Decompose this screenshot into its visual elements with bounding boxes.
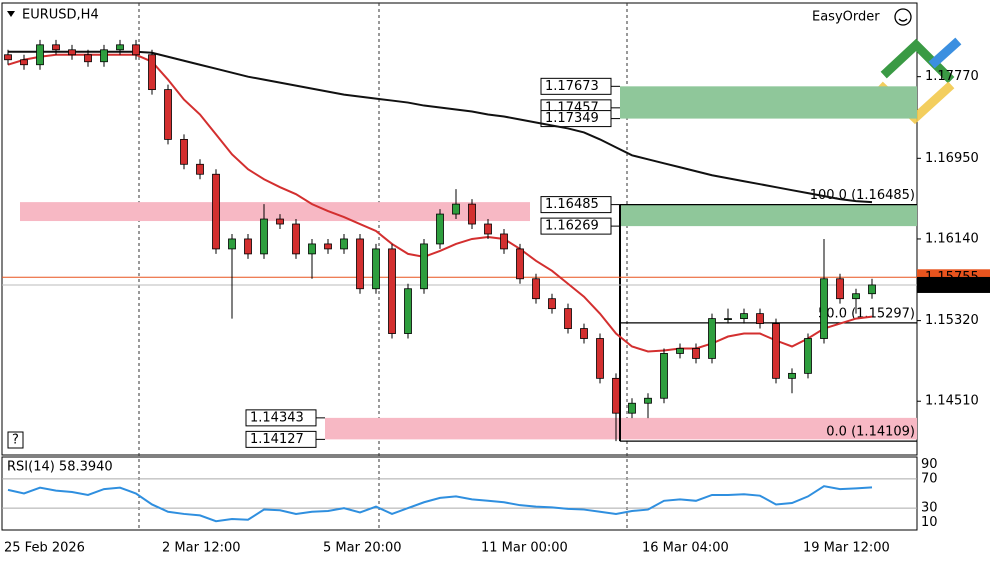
candle-body [804, 338, 812, 374]
candle-body [4, 54, 12, 61]
zone [20, 202, 530, 222]
candle-body [84, 54, 92, 63]
candle-body [372, 248, 380, 290]
candle-body [180, 138, 188, 165]
candle-body [420, 243, 428, 290]
smiley-mouth [898, 18, 908, 22]
rsi-title: RSI(14) 58.3940 [7, 460, 113, 475]
candle-body [564, 308, 572, 329]
x-tick-label: 11 Mar 00:00 [481, 541, 568, 556]
smiley-face [894, 8, 912, 26]
candle-body [820, 278, 828, 339]
candle-body [276, 218, 284, 225]
rsi-panel [1, 456, 918, 531]
candle-body [468, 203, 476, 225]
price-label: 1.17673 [545, 79, 599, 94]
x-tick-label: 5 Mar 20:00 [323, 541, 402, 556]
candle-body [580, 328, 588, 339]
logo-blue [928, 37, 962, 69]
candle-body [628, 402, 636, 414]
candle-body [68, 49, 76, 56]
candle-body [436, 213, 444, 245]
price-label: 1.14127 [250, 432, 304, 447]
candle-body [740, 313, 748, 320]
candle-body [596, 338, 604, 379]
candle-body [356, 238, 364, 290]
x-tick-label: 19 Mar 12:00 [803, 541, 890, 556]
logo-green [880, 38, 955, 84]
candle-body [692, 348, 700, 359]
candle-body [868, 284, 876, 295]
candle-body [196, 163, 204, 175]
candle-body [676, 348, 684, 354]
y-tick-label: 1.15320 [925, 313, 979, 328]
separators [138, 3, 628, 530]
fib-label: 0.0 (1.14109) [826, 425, 915, 440]
candle-body [244, 238, 252, 255]
rsi-tick-label: 90 [921, 457, 938, 472]
candle-body [308, 243, 316, 255]
fib-label: 50.0 (1.15297) [818, 306, 915, 321]
help-text[interactable]: ? [12, 433, 19, 448]
rsi-tick-label: 10 [921, 515, 938, 530]
candle-body [612, 377, 620, 414]
candle-body [404, 288, 412, 334]
candle-body [532, 278, 540, 300]
candle-body [340, 238, 348, 250]
candle-body [324, 243, 332, 250]
current-price-box [917, 276, 990, 293]
candle-body [516, 248, 524, 280]
candle-body [52, 44, 60, 51]
menu-arrow[interactable] [7, 11, 15, 17]
candle-body [36, 44, 44, 66]
candle-body [292, 223, 300, 255]
candle-body [708, 318, 716, 359]
smiley[interactable] [894, 8, 912, 26]
candle-body [548, 298, 556, 310]
candle-body [644, 397, 652, 404]
rsi-line [7, 485, 873, 523]
chart-title: EURUSD,H4 [22, 8, 99, 23]
price-label: 1.14343 [250, 410, 304, 425]
price-label: 1.16269 [545, 219, 599, 234]
candle-body [116, 44, 124, 51]
x-tick-label: 25 Feb 2026 [4, 541, 85, 556]
candle-body [212, 173, 220, 250]
candle-body [164, 89, 172, 140]
x-tick-label: 2 Mar 12:00 [162, 541, 241, 556]
candle-body [756, 313, 764, 324]
candle-body [852, 293, 860, 300]
candle-body [452, 203, 460, 215]
current-price-label: 1.15678 [925, 277, 979, 292]
x-tick-label: 16 Mar 04:00 [642, 541, 729, 556]
y-tick-label: 1.17770 [925, 69, 979, 84]
candle-body [724, 318, 732, 321]
candle-body [484, 223, 492, 235]
candle-body [100, 49, 108, 63]
candle-body [500, 233, 508, 250]
candle-body [660, 353, 668, 399]
rsi-tick-label: 30 [921, 501, 938, 516]
candle-body [132, 44, 140, 56]
y-tick-label: 1.14510 [925, 394, 979, 409]
zone [620, 86, 917, 119]
candle-body [260, 218, 268, 255]
y-tick-label: 1.16140 [925, 231, 979, 246]
help-box[interactable] [7, 431, 24, 449]
zone [620, 204, 917, 227]
candle-body [772, 323, 780, 379]
candle-body [228, 238, 236, 250]
price-label: 1.17349 [545, 111, 599, 126]
candle-body [836, 278, 844, 300]
rsi-tick-label: 70 [921, 471, 938, 486]
easy-order[interactable]: EasyOrder [812, 10, 880, 25]
candle-body [20, 59, 28, 66]
candle-body [148, 54, 156, 91]
y-tick-label: 1.16950 [925, 151, 979, 166]
candle-body [388, 248, 396, 334]
price-label: 1.16485 [545, 197, 599, 212]
candle-body [788, 372, 796, 379]
